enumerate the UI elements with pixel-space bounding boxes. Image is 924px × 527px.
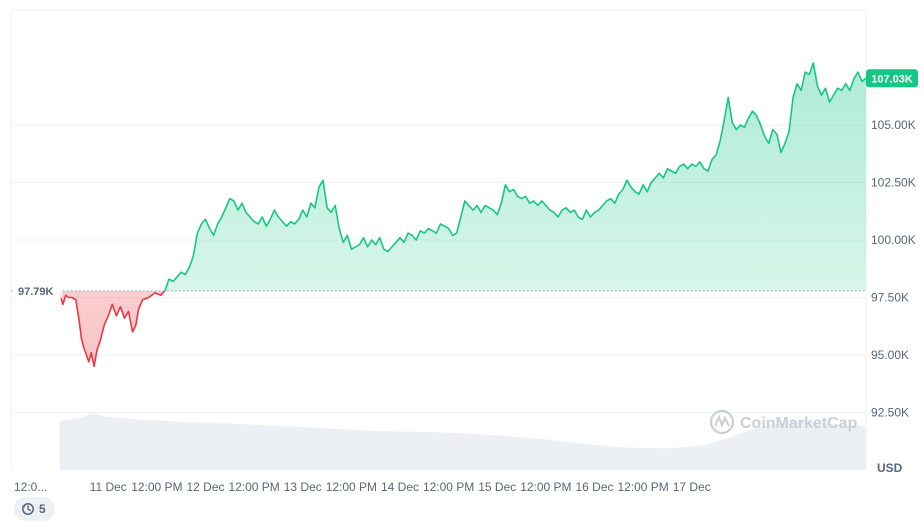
current-price-badge: 107.03K [866,69,918,88]
y-tick-label: 95.00K [871,348,909,362]
y-tick-label: 102.50K [871,176,916,190]
volume-fill [59,413,867,470]
x-tick-label: 12:00 PM [520,480,571,494]
y-tick-label: 97.50K [871,291,909,305]
x-tick-label: 12 Dec [186,480,224,494]
y-tick-label: 92.50K [871,406,909,420]
x-tick-label: 14 Dec [381,480,419,494]
open-price-text: 97.79K [18,286,54,298]
y-tick-label: 100.00K [871,233,916,247]
y-axis: 92.50K 95.00K 97.50K 100.00K 102.50K 105.00K [871,118,916,420]
y-tick-label: 105.00K [871,118,916,132]
history-icon [22,503,34,515]
x-tick-label: 16 Dec [575,480,613,494]
x-tick-label: 13 Dec [284,480,322,494]
x-axis: 12:0... 11 Dec 12:00 PM 12 Dec 12:00 PM 13 De… [14,480,711,494]
x-tick-label: 12:00 PM [617,480,668,494]
x-tick-label: 12:00 PM [326,480,377,494]
x-tick-label: 11 Dec [90,480,127,494]
price-line-up [163,62,867,291]
x-tick-label: 12:00 PM [131,480,182,494]
x-tick-label: 12:00 PM [228,480,279,494]
x-tick-label: 15 Dec [478,480,516,494]
x-tick-label: 12:0... [14,480,47,494]
watermark: CoinMarketCap [709,409,858,435]
history-button[interactable]: 5 [14,497,55,521]
current-price-text: 107.03K [871,73,913,85]
volume-area [59,413,867,470]
watermark-text: CoinMarketCap [740,415,858,432]
currency-unit-label: USD [877,461,903,475]
price-area-down [59,290,866,367]
price-series [58,62,867,368]
x-tick-label: 12:00 PM [423,480,474,494]
history-count: 5 [39,502,46,516]
open-price-label: 97.79K [14,283,62,299]
x-tick-label: 17 Dec [673,480,711,494]
